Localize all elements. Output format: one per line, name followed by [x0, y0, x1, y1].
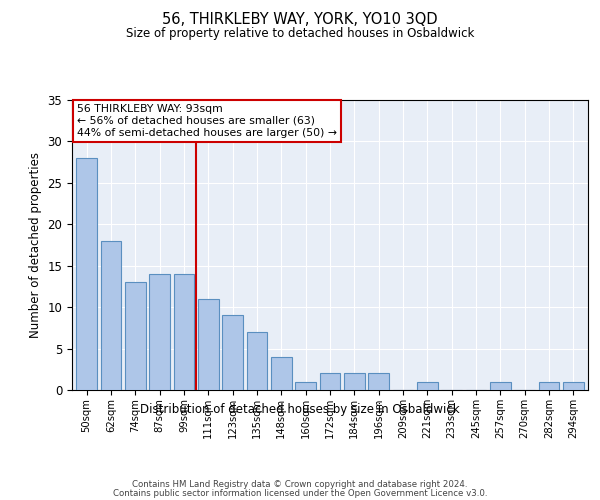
Text: Size of property relative to detached houses in Osbaldwick: Size of property relative to detached ho… — [126, 28, 474, 40]
Text: Contains public sector information licensed under the Open Government Licence v3: Contains public sector information licen… — [113, 489, 487, 498]
Text: 56 THIRKLEBY WAY: 93sqm
← 56% of detached houses are smaller (63)
44% of semi-de: 56 THIRKLEBY WAY: 93sqm ← 56% of detache… — [77, 104, 337, 138]
Y-axis label: Number of detached properties: Number of detached properties — [29, 152, 42, 338]
Bar — [247, 332, 268, 390]
Bar — [563, 382, 584, 390]
Bar — [101, 241, 121, 390]
Text: 56, THIRKLEBY WAY, YORK, YO10 3QD: 56, THIRKLEBY WAY, YORK, YO10 3QD — [162, 12, 438, 28]
Bar — [368, 374, 389, 390]
Bar — [198, 299, 218, 390]
Bar — [173, 274, 194, 390]
Bar — [271, 357, 292, 390]
Bar — [76, 158, 97, 390]
Bar — [295, 382, 316, 390]
Bar — [490, 382, 511, 390]
Bar — [417, 382, 438, 390]
Text: Contains HM Land Registry data © Crown copyright and database right 2024.: Contains HM Land Registry data © Crown c… — [132, 480, 468, 489]
Text: Distribution of detached houses by size in Osbaldwick: Distribution of detached houses by size … — [140, 402, 460, 415]
Bar — [149, 274, 170, 390]
Bar — [539, 382, 559, 390]
Bar — [125, 282, 146, 390]
Bar — [222, 316, 243, 390]
Bar — [320, 374, 340, 390]
Bar — [344, 374, 365, 390]
